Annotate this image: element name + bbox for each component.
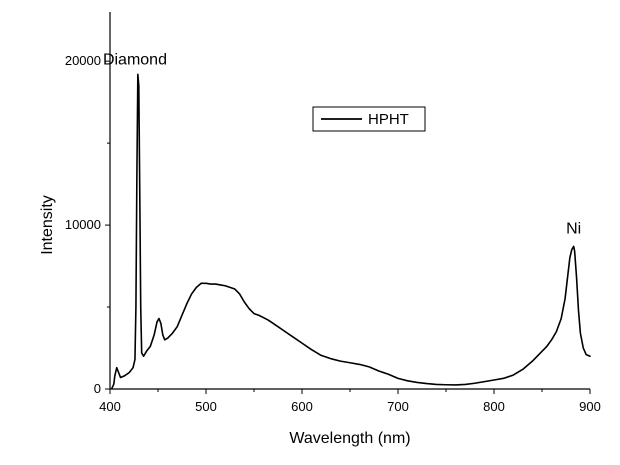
series-layer xyxy=(111,73,591,389)
x-axis-ticks: 400 500 600 700 800 900 xyxy=(99,389,601,414)
y-tick-label: 10000 xyxy=(65,217,101,232)
plot-area xyxy=(109,12,590,390)
y-tick-label: 20000 xyxy=(65,53,101,68)
x-tick-label: 900 xyxy=(579,399,601,414)
y-tick-label: 0 xyxy=(94,381,101,396)
y-axis-label: Intensity xyxy=(39,195,56,255)
annotation-ni: Ni xyxy=(566,220,581,237)
x-tick-label: 600 xyxy=(291,399,313,414)
x-tick-label: 500 xyxy=(195,399,217,414)
legend-label-hpht: HPHT xyxy=(368,111,409,128)
legend: HPHT xyxy=(312,106,426,132)
x-axis-label: Wavelength (nm) xyxy=(289,430,410,447)
annotation-diamond: Diamond xyxy=(103,51,167,68)
annotation-layer: Diamond Ni xyxy=(103,51,581,237)
y-axis-ticks: 0 10000 20000 xyxy=(65,53,110,396)
x-tick-label: 700 xyxy=(387,399,409,414)
x-tick-label: 400 xyxy=(99,399,121,414)
series-line-hpht xyxy=(111,73,591,389)
x-tick-label: 800 xyxy=(483,399,505,414)
